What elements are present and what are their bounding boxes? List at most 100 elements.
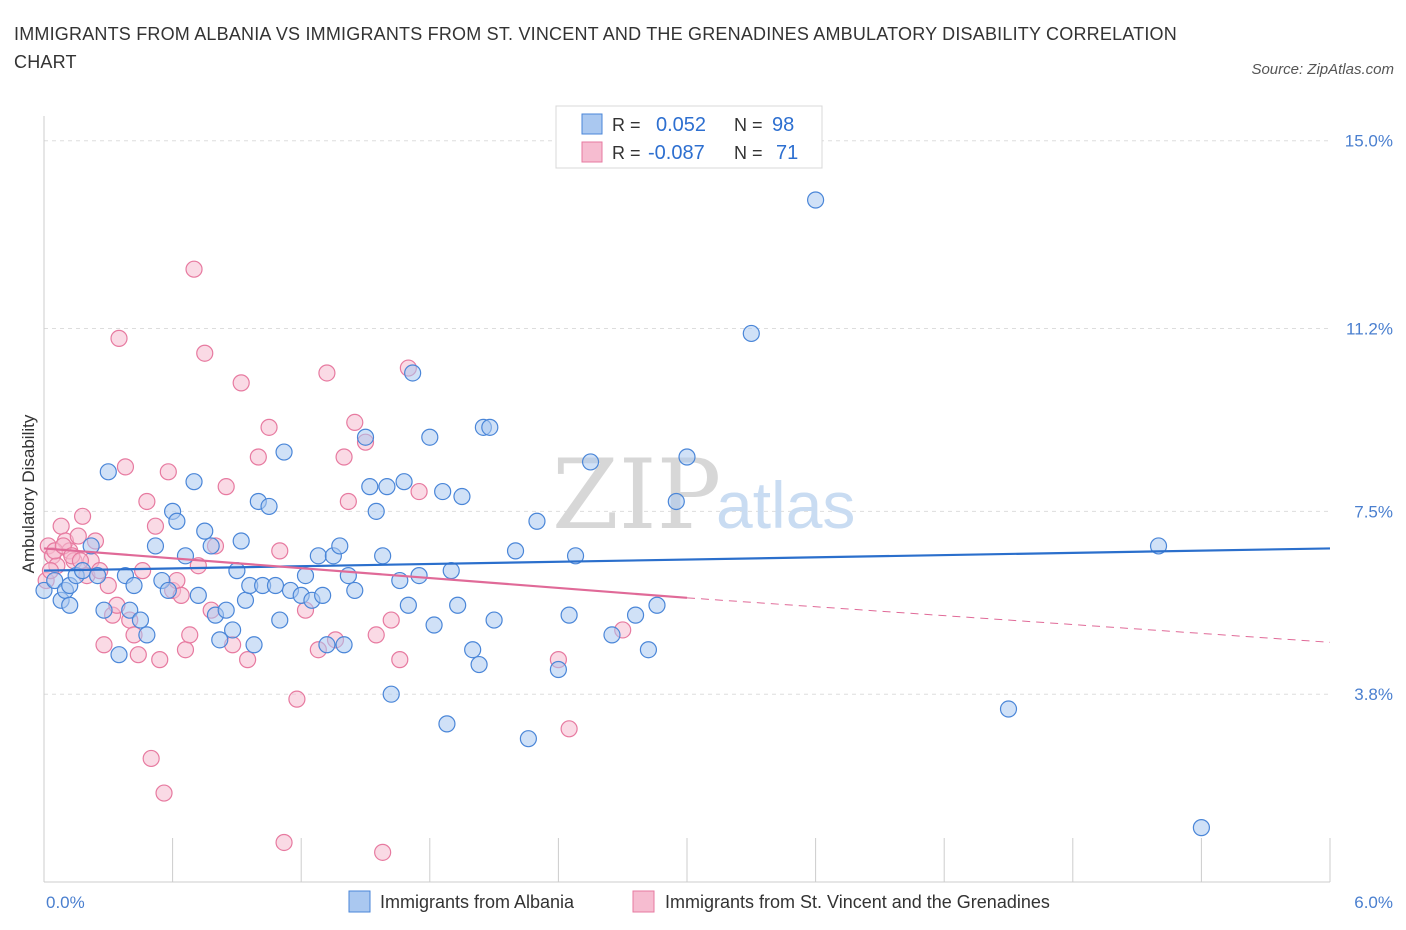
stvincent-point-41 <box>232 374 250 392</box>
series-pink-points <box>37 260 632 861</box>
albania-point-33 <box>232 532 250 550</box>
stvincent-point-27 <box>155 784 173 802</box>
y-tick-label-1: 7.5% <box>1354 502 1393 521</box>
albania-point-67 <box>425 616 443 634</box>
albania-point-90 <box>678 448 696 466</box>
albania-point-17 <box>138 626 156 644</box>
stvincent-point-52 <box>335 448 353 466</box>
stvincent-point-26 <box>151 651 169 669</box>
watermark-atlas: atlas <box>716 468 855 542</box>
trend-line-stvincent-extension <box>686 597 1331 643</box>
stvincent-point-47 <box>288 690 306 708</box>
albania-point-47 <box>309 547 327 565</box>
x-tick-label-0: 0.0% <box>46 893 85 912</box>
watermark-zip: ZIP <box>552 439 721 551</box>
stvincent-point-28 <box>159 463 177 481</box>
trend-line-albania <box>43 547 1331 572</box>
albania-point-89 <box>667 492 685 511</box>
albania-point-76 <box>481 418 499 436</box>
stvincent-point-63 <box>560 720 578 738</box>
stvincent-point-32 <box>176 641 195 659</box>
albania-point-8 <box>82 537 100 555</box>
stvincent-point-46 <box>275 833 293 852</box>
bottom-legend-label-stvincent: Immigrants from St. Vincent and the Gren… <box>665 892 1050 912</box>
albania-point-18 <box>146 537 165 555</box>
albania-point-49 <box>318 636 336 654</box>
albania-point-20 <box>159 581 177 600</box>
albania-point-14 <box>121 601 139 619</box>
stvincent-point-8 <box>73 507 92 525</box>
albania-point-27 <box>202 537 220 555</box>
legend-n-value-1: 98 <box>772 114 794 136</box>
stvincent-point-14 <box>99 576 117 595</box>
stvincent-point-34 <box>185 260 203 278</box>
legend-r-label-2: R = <box>612 143 641 163</box>
albania-point-74 <box>470 655 488 674</box>
bottom-legend-swatch-blue <box>348 890 371 913</box>
bottom-legend: Immigrants from Albania Immigrants from … <box>348 890 1050 913</box>
albania-point-83 <box>566 547 585 565</box>
albania-point-54 <box>346 581 364 600</box>
stvincent-point-25 <box>146 517 165 535</box>
stvincent-point-17 <box>110 329 128 347</box>
albania-point-51 <box>331 537 349 555</box>
stvincent-point-39 <box>217 478 235 496</box>
albania-point-82 <box>560 606 578 624</box>
trend-lines <box>43 547 1331 643</box>
bottom-legend-label-albania: Immigrants from Albania <box>380 892 575 912</box>
albania-point-31 <box>224 621 242 639</box>
stvincent-point-3 <box>52 517 70 535</box>
albania-point-53 <box>339 566 357 585</box>
albania-point-30 <box>217 601 235 619</box>
stvincent-point-35 <box>189 557 207 575</box>
legend: R = 0.052 N = 98 R = -0.087 N = 71 <box>555 105 823 169</box>
y-tick-label-2: 11.2% <box>1346 320 1393 339</box>
albania-point-72 <box>453 487 471 506</box>
albania-point-62 <box>395 473 413 491</box>
albania-point-26 <box>196 522 214 540</box>
albania-point-16 <box>131 611 150 629</box>
legend-r-value-2: -0.087 <box>648 142 705 164</box>
albania-point-69 <box>438 715 456 733</box>
x-tick-label-1: 6.0% <box>1354 893 1393 912</box>
albania-point-25 <box>189 586 207 604</box>
source-label: Source: ZipAtlas.com <box>1251 61 1394 78</box>
gridlines <box>44 140 1330 695</box>
stvincent-point-36 <box>196 344 214 362</box>
albania-point-59 <box>378 478 396 496</box>
legend-swatch-pink <box>581 141 603 163</box>
albania-point-80 <box>528 512 546 530</box>
legend-r-value-1: 0.052 <box>656 114 706 136</box>
albania-point-56 <box>361 478 379 496</box>
stvincent-point-44 <box>260 418 278 436</box>
albania-point-94 <box>1149 537 1168 555</box>
stvincent-point-21 <box>129 646 147 664</box>
stvincent-point-56 <box>367 626 385 644</box>
albania-point-93 <box>999 700 1018 718</box>
albania-point-22 <box>168 512 186 530</box>
x-axis-ticks <box>43 838 1331 882</box>
albania-point-40 <box>266 576 285 595</box>
albania-point-91 <box>742 324 760 343</box>
albania-point-70 <box>442 562 460 580</box>
albania-point-57 <box>367 502 385 520</box>
legend-swatch-blue <box>581 113 603 135</box>
albania-point-34 <box>236 591 255 609</box>
stvincent-point-50 <box>318 364 336 382</box>
albania-point-73 <box>464 641 482 659</box>
legend-n-label-1: N = <box>734 115 763 135</box>
albania-point-36 <box>245 636 263 654</box>
albania-point-55 <box>356 428 375 446</box>
legend-r-label-1: R = <box>612 115 641 135</box>
albania-point-23 <box>176 547 195 565</box>
albania-point-95 <box>1192 819 1211 837</box>
legend-n-value-2: 71 <box>776 142 798 164</box>
trend-line-stvincent <box>43 547 688 599</box>
albania-point-64 <box>404 364 422 382</box>
albania-point-60 <box>382 685 400 703</box>
albania-point-66 <box>421 428 439 446</box>
albania-point-42 <box>275 443 293 461</box>
albania-point-52 <box>335 636 353 654</box>
albania-point-24 <box>185 473 203 491</box>
